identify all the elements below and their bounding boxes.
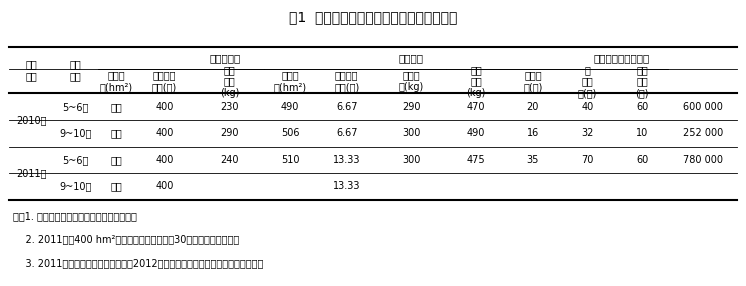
Text: 490: 490 bbox=[467, 128, 486, 138]
Text: 9~10月: 9~10月 bbox=[60, 128, 92, 138]
Text: 475: 475 bbox=[467, 155, 486, 165]
Text: 6.67: 6.67 bbox=[336, 102, 357, 112]
Text: 13.33: 13.33 bbox=[333, 181, 360, 191]
Text: 实施
时间: 实施 时间 bbox=[25, 59, 37, 81]
Text: 亩均产
量(kg): 亩均产 量(kg) bbox=[399, 71, 424, 92]
Text: 400: 400 bbox=[155, 102, 174, 112]
Text: 400: 400 bbox=[155, 155, 174, 165]
Text: 2010年: 2010年 bbox=[16, 115, 46, 125]
Text: 表1  陆杨村保护性耕作与传统耕作对比试验: 表1 陆杨村保护性耕作与传统耕作对比试验 bbox=[289, 10, 457, 24]
Text: 290: 290 bbox=[220, 128, 239, 138]
Text: 亩均生产
成本(元): 亩均生产 成本(元) bbox=[152, 71, 178, 92]
Text: 32: 32 bbox=[581, 128, 594, 138]
Text: 10: 10 bbox=[636, 128, 648, 138]
Text: 对比面
积(hm²): 对比面 积(hm²) bbox=[274, 71, 307, 92]
Text: 亩均增
收(元): 亩均增 收(元) bbox=[523, 71, 542, 92]
Text: 252 000: 252 000 bbox=[683, 128, 723, 138]
Text: 600 000: 600 000 bbox=[683, 102, 723, 112]
Text: 玉米: 玉米 bbox=[110, 155, 122, 165]
Text: 示范面
积(hm²): 示范面 积(hm²) bbox=[99, 71, 133, 92]
Text: 5~6月: 5~6月 bbox=[63, 155, 89, 165]
Text: 470: 470 bbox=[467, 102, 486, 112]
Text: 300: 300 bbox=[402, 155, 421, 165]
Text: 400: 400 bbox=[155, 181, 174, 191]
Text: 玉米: 玉米 bbox=[110, 102, 122, 112]
Text: 60: 60 bbox=[636, 102, 648, 112]
Text: 490: 490 bbox=[280, 102, 299, 112]
Text: 传统耕作: 传统耕作 bbox=[399, 53, 424, 63]
Text: 2011年: 2011年 bbox=[16, 168, 46, 178]
Text: 230: 230 bbox=[220, 102, 239, 112]
Text: 亩均生产
成本(元): 亩均生产 成本(元) bbox=[334, 71, 360, 92]
Text: 16: 16 bbox=[527, 128, 539, 138]
Text: 小麦: 小麦 bbox=[110, 181, 122, 191]
Text: 40: 40 bbox=[581, 102, 594, 112]
Text: 2. 2011年度400 hm²实施面积，每亩节省了30元的机械深松成本。: 2. 2011年度400 hm²实施面积，每亩节省了30元的机械深松成本。 bbox=[13, 235, 239, 245]
Text: 300: 300 bbox=[402, 128, 421, 138]
Text: 290: 290 bbox=[402, 102, 421, 112]
Text: 合计
增收
(元): 合计 增收 (元) bbox=[636, 65, 649, 98]
Text: 13.33: 13.33 bbox=[333, 155, 360, 165]
Text: 亩均
增产
(kg): 亩均 增产 (kg) bbox=[466, 65, 486, 98]
Text: 亩均
产量
(kg): 亩均 产量 (kg) bbox=[219, 65, 239, 98]
Text: 20: 20 bbox=[527, 102, 539, 112]
Text: 510: 510 bbox=[280, 155, 299, 165]
Text: 种植
模式: 种植 模式 bbox=[69, 59, 81, 81]
Text: 9~10月: 9~10月 bbox=[60, 181, 92, 191]
Text: 240: 240 bbox=[220, 155, 239, 165]
Text: 400: 400 bbox=[155, 128, 174, 138]
Text: 小麦: 小麦 bbox=[110, 128, 122, 138]
Text: 5~6月: 5~6月 bbox=[63, 102, 89, 112]
Text: 35: 35 bbox=[527, 155, 539, 165]
Text: 保护性耕作实施效果: 保护性耕作实施效果 bbox=[594, 53, 650, 63]
Text: 3. 2011年秋种小麦长势喜人，预计2012年小麦产量创历年新高，增产效果明显。: 3. 2011年秋种小麦长势喜人，预计2012年小麦产量创历年新高，增产效果明显… bbox=[13, 258, 263, 268]
Text: 6.67: 6.67 bbox=[336, 128, 357, 138]
Text: 节
约成
本(元): 节 约成 本(元) bbox=[577, 65, 597, 98]
Text: 506: 506 bbox=[280, 128, 299, 138]
Text: 60: 60 bbox=[636, 155, 648, 165]
Text: 注：1. 陆杨村采取「六统一」作业管理制度。: 注：1. 陆杨村采取「六统一」作业管理制度。 bbox=[13, 211, 137, 221]
Text: 保护性耕作: 保护性耕作 bbox=[210, 53, 241, 63]
Text: 70: 70 bbox=[581, 155, 594, 165]
Text: 780 000: 780 000 bbox=[683, 155, 723, 165]
